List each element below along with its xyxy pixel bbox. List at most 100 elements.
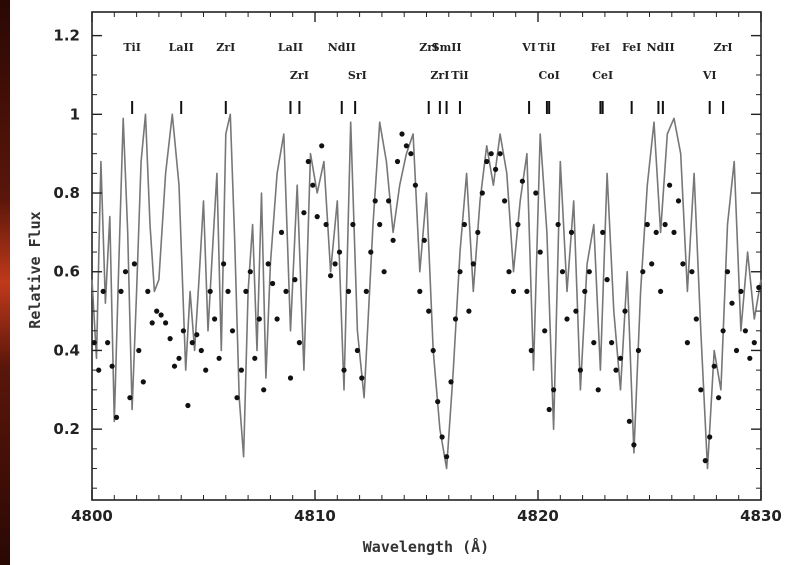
observed-data-point: [617, 355, 624, 361]
observed-data-point: [256, 316, 262, 322]
observed-data-point: [167, 336, 173, 342]
observed-data-point: [711, 363, 717, 369]
line-id-label: TiI: [123, 41, 141, 54]
observed-data-point: [127, 395, 133, 401]
observed-data-point: [435, 399, 441, 405]
observed-data-point: [225, 288, 231, 294]
observed-data-point: [662, 221, 668, 228]
observed-data-point: [573, 308, 579, 314]
observed-data-point: [586, 269, 592, 275]
observed-data-point: [729, 300, 735, 306]
observed-data-point: [742, 328, 749, 334]
observed-data-point: [564, 316, 570, 322]
line-id-label: ZrI: [714, 41, 733, 54]
line-id-label: TiI: [451, 69, 469, 82]
observed-data-point: [109, 363, 115, 369]
x-tick-label: 4820: [517, 507, 559, 525]
observed-data-point: [194, 332, 200, 338]
observed-data-point: [542, 328, 548, 334]
observed-data-point: [466, 308, 472, 314]
observed-data-point: [689, 269, 695, 275]
observed-data-point: [756, 284, 762, 291]
line-id-label: VI: [521, 41, 536, 54]
observed-data-point: [675, 198, 682, 204]
line-id-label: FeI: [591, 41, 610, 54]
y-tick-label: 0.2: [53, 420, 80, 438]
observed-data-point: [502, 198, 508, 204]
line-id-label: LaII: [169, 41, 194, 54]
observed-data-point: [519, 178, 526, 184]
observed-data-point: [243, 288, 249, 294]
observed-data-point: [198, 347, 204, 354]
observed-data-point: [145, 288, 151, 294]
observed-data-point: [631, 442, 637, 448]
line-id-label: NdII: [328, 41, 356, 54]
observed-data-point: [707, 434, 713, 440]
observed-data-point: [234, 395, 240, 401]
observed-data-point: [653, 229, 659, 235]
observed-data-point: [551, 387, 557, 393]
observed-data-point: [528, 347, 534, 354]
observed-data-point: [622, 308, 628, 314]
line-id-label: ZrI: [290, 69, 309, 82]
observed-data-point: [684, 340, 691, 346]
observed-data-point: [140, 379, 146, 385]
observed-data-point: [345, 288, 352, 294]
observed-data-point: [278, 229, 285, 235]
observed-data-point: [680, 261, 686, 267]
observed-data-point: [537, 249, 543, 255]
observed-data-point: [386, 198, 392, 204]
observed-data-point: [314, 214, 320, 220]
observed-data-point: [341, 367, 347, 373]
observed-data-point: [430, 347, 436, 354]
observed-data-point: [533, 190, 539, 196]
observed-data-point: [131, 261, 137, 267]
observed-data-point: [207, 288, 213, 294]
observed-data-point: [354, 347, 360, 354]
observed-data-point: [176, 355, 182, 361]
observed-data-point: [390, 237, 396, 243]
observed-data-point: [96, 367, 102, 373]
observed-data-point: [426, 308, 432, 314]
observed-data-point: [100, 288, 106, 294]
observed-data-point: [667, 182, 673, 188]
observed-data-point: [221, 261, 227, 267]
observed-data-point: [154, 308, 160, 314]
line-id-label: FeI: [622, 41, 641, 54]
observed-data-point: [475, 229, 481, 235]
observed-data-point: [149, 320, 155, 326]
observed-data-point: [635, 347, 642, 354]
y-tick-label: 1.2: [53, 27, 80, 45]
left-edge-strip: [0, 0, 10, 565]
observed-data-point: [452, 316, 459, 322]
observed-data-point: [555, 221, 561, 228]
observed-data-point: [368, 249, 374, 255]
observed-data-point: [305, 158, 311, 165]
observed-data-point: [118, 288, 124, 294]
observed-data-point: [457, 269, 463, 275]
observed-data-point: [270, 280, 276, 287]
observed-data-point: [261, 387, 267, 393]
observed-data-point: [292, 277, 298, 283]
observed-data-point: [613, 367, 619, 373]
observed-data-point: [479, 190, 485, 196]
y-axis-title: Relative Flux: [26, 211, 44, 328]
observed-data-point: [283, 288, 289, 294]
observed-data-point: [444, 454, 450, 460]
observed-data-point: [716, 395, 722, 401]
observed-data-point: [319, 143, 325, 149]
observed-data-point: [403, 143, 409, 149]
observed-data-point: [158, 312, 164, 318]
line-id-label: LaII: [278, 41, 303, 54]
x-tick-label: 4800: [71, 507, 113, 525]
observed-data-point: [470, 261, 476, 267]
observed-data-point: [212, 316, 218, 322]
y-tick-label: 0.6: [53, 263, 80, 281]
observed-data-point: [747, 355, 753, 361]
observed-data-point: [229, 328, 236, 334]
plot-frame: [91, 11, 762, 501]
observed-data-point: [359, 375, 365, 381]
observed-data-point: [122, 269, 129, 275]
observed-data-point: [136, 347, 142, 354]
observed-data-point: [698, 387, 704, 393]
